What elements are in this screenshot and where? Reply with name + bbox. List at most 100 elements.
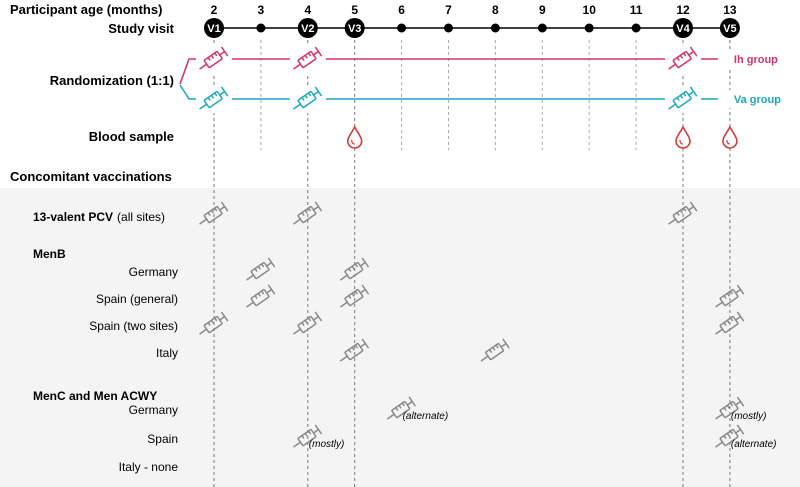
syringe-mark xyxy=(210,319,214,324)
syringe-plunger xyxy=(734,428,742,434)
syringe-needle xyxy=(480,355,489,362)
group-syringe-icon xyxy=(199,86,229,110)
syringe-mark xyxy=(729,317,734,322)
syringe-plunger xyxy=(218,315,226,321)
syringe-mark xyxy=(679,94,683,99)
syringe-needle xyxy=(293,103,302,110)
syringe-plunger xyxy=(359,261,367,267)
menb-syringe-icon xyxy=(715,311,745,335)
syringe-mask xyxy=(289,85,326,113)
menc-note: (mostly) xyxy=(731,411,767,422)
syringe-mark xyxy=(351,292,355,297)
syringe-mark xyxy=(354,344,358,349)
group-syringe-icon xyxy=(199,46,229,70)
month-dot xyxy=(631,23,641,33)
menb-row-label: Spain (general) xyxy=(96,292,178,306)
syringe-mark xyxy=(301,96,305,101)
group-label: Ih group xyxy=(734,54,778,66)
syringe-plunger xyxy=(312,205,320,211)
menb-syringe-icon xyxy=(480,338,510,362)
syringe-plunger xyxy=(687,90,695,96)
syringe-handle xyxy=(502,338,510,349)
syringe-plunger xyxy=(218,205,226,211)
visit-label: V2 xyxy=(301,23,314,35)
syringe-mark xyxy=(729,430,734,435)
syringe-mark xyxy=(348,267,352,272)
syringe-handle xyxy=(314,46,323,57)
syringe-mask xyxy=(289,45,326,73)
syringe-mark xyxy=(210,54,214,59)
menb-syringe-icon xyxy=(340,257,369,281)
syringe-handle xyxy=(221,46,229,57)
syringe-mark xyxy=(213,207,218,212)
age-tick-label: 10 xyxy=(583,3,597,17)
syringe-plunger xyxy=(218,90,226,96)
menb-row-label: Spain (two sites) xyxy=(89,319,178,333)
menb-syringe-icon xyxy=(199,311,229,335)
pcv-label-bold: 13-valent PCV xyxy=(33,210,113,224)
syringe-plunger xyxy=(265,288,273,294)
syringe-plunger xyxy=(734,315,742,321)
syringe-plunger xyxy=(265,261,273,267)
syringe-needle xyxy=(199,218,208,225)
syringe-mark xyxy=(304,209,308,214)
syringe-needle xyxy=(715,328,724,335)
syringe-mark xyxy=(207,56,211,61)
age-tick-label: 5 xyxy=(351,3,358,17)
menc-note: (alternate) xyxy=(731,439,777,450)
syringe-mark xyxy=(682,92,687,97)
menb-syringe-icon xyxy=(246,257,276,281)
syringe-mark xyxy=(254,267,258,272)
age-tick-label: 3 xyxy=(258,3,265,17)
syringe-handle xyxy=(361,338,369,349)
group-syringe-icon xyxy=(668,46,698,70)
syringe-needle xyxy=(246,301,255,308)
syringe-plunger xyxy=(359,342,367,348)
menb-row-label: Italy xyxy=(156,346,178,360)
randomization-label: Randomization (1:1) xyxy=(50,73,174,88)
syringe-handle xyxy=(221,311,229,322)
blood-drop-shine xyxy=(351,139,355,145)
syringe-handle xyxy=(736,284,745,295)
syringe-needle xyxy=(668,63,677,70)
month-dot xyxy=(584,23,594,33)
menb-syringe-icon xyxy=(340,284,369,308)
syringe-needle xyxy=(715,441,724,448)
pcv-syringe-icon xyxy=(668,201,698,225)
syringe-needle xyxy=(668,218,677,225)
menb-row-label: Germany xyxy=(129,265,178,279)
visit-label: V1 xyxy=(207,23,220,35)
syringe-needle xyxy=(715,413,724,420)
age-tick-label: 4 xyxy=(304,3,311,17)
menc-label: MenC and Men ACWY xyxy=(33,389,157,403)
syringe-handle xyxy=(314,424,323,435)
syringe-needle xyxy=(293,63,302,70)
syringe-plunger xyxy=(312,90,320,96)
syringe-mark xyxy=(398,404,402,409)
syringe-mark xyxy=(723,321,727,326)
syringe-needle xyxy=(199,63,208,70)
label-mask xyxy=(719,50,790,68)
visit-label: V4 xyxy=(676,23,690,35)
syringe-mark xyxy=(304,319,308,324)
syringe-plunger xyxy=(687,205,695,211)
syringe-plunger xyxy=(359,288,367,294)
pcv-label: 13-valent PCV (all sites) xyxy=(33,210,165,224)
menc-syringe-icon xyxy=(715,396,745,420)
syringe-mark xyxy=(682,207,687,212)
syringe-mark xyxy=(351,346,355,351)
syringe-mark xyxy=(488,348,493,353)
syringe-mark xyxy=(495,344,499,349)
menc-syringe-icon xyxy=(293,424,323,448)
menb-syringe-icon xyxy=(293,311,323,335)
syringe-mark xyxy=(213,92,218,97)
syringe-mark xyxy=(726,292,730,297)
pcv-syringe-icon xyxy=(293,201,323,225)
syringe-mark xyxy=(307,52,311,57)
syringe-mark xyxy=(354,263,358,268)
syringe-mark xyxy=(676,211,680,216)
syringe-mark xyxy=(257,265,261,270)
visit-label: V5 xyxy=(723,23,736,35)
syringe-mark xyxy=(676,96,680,101)
